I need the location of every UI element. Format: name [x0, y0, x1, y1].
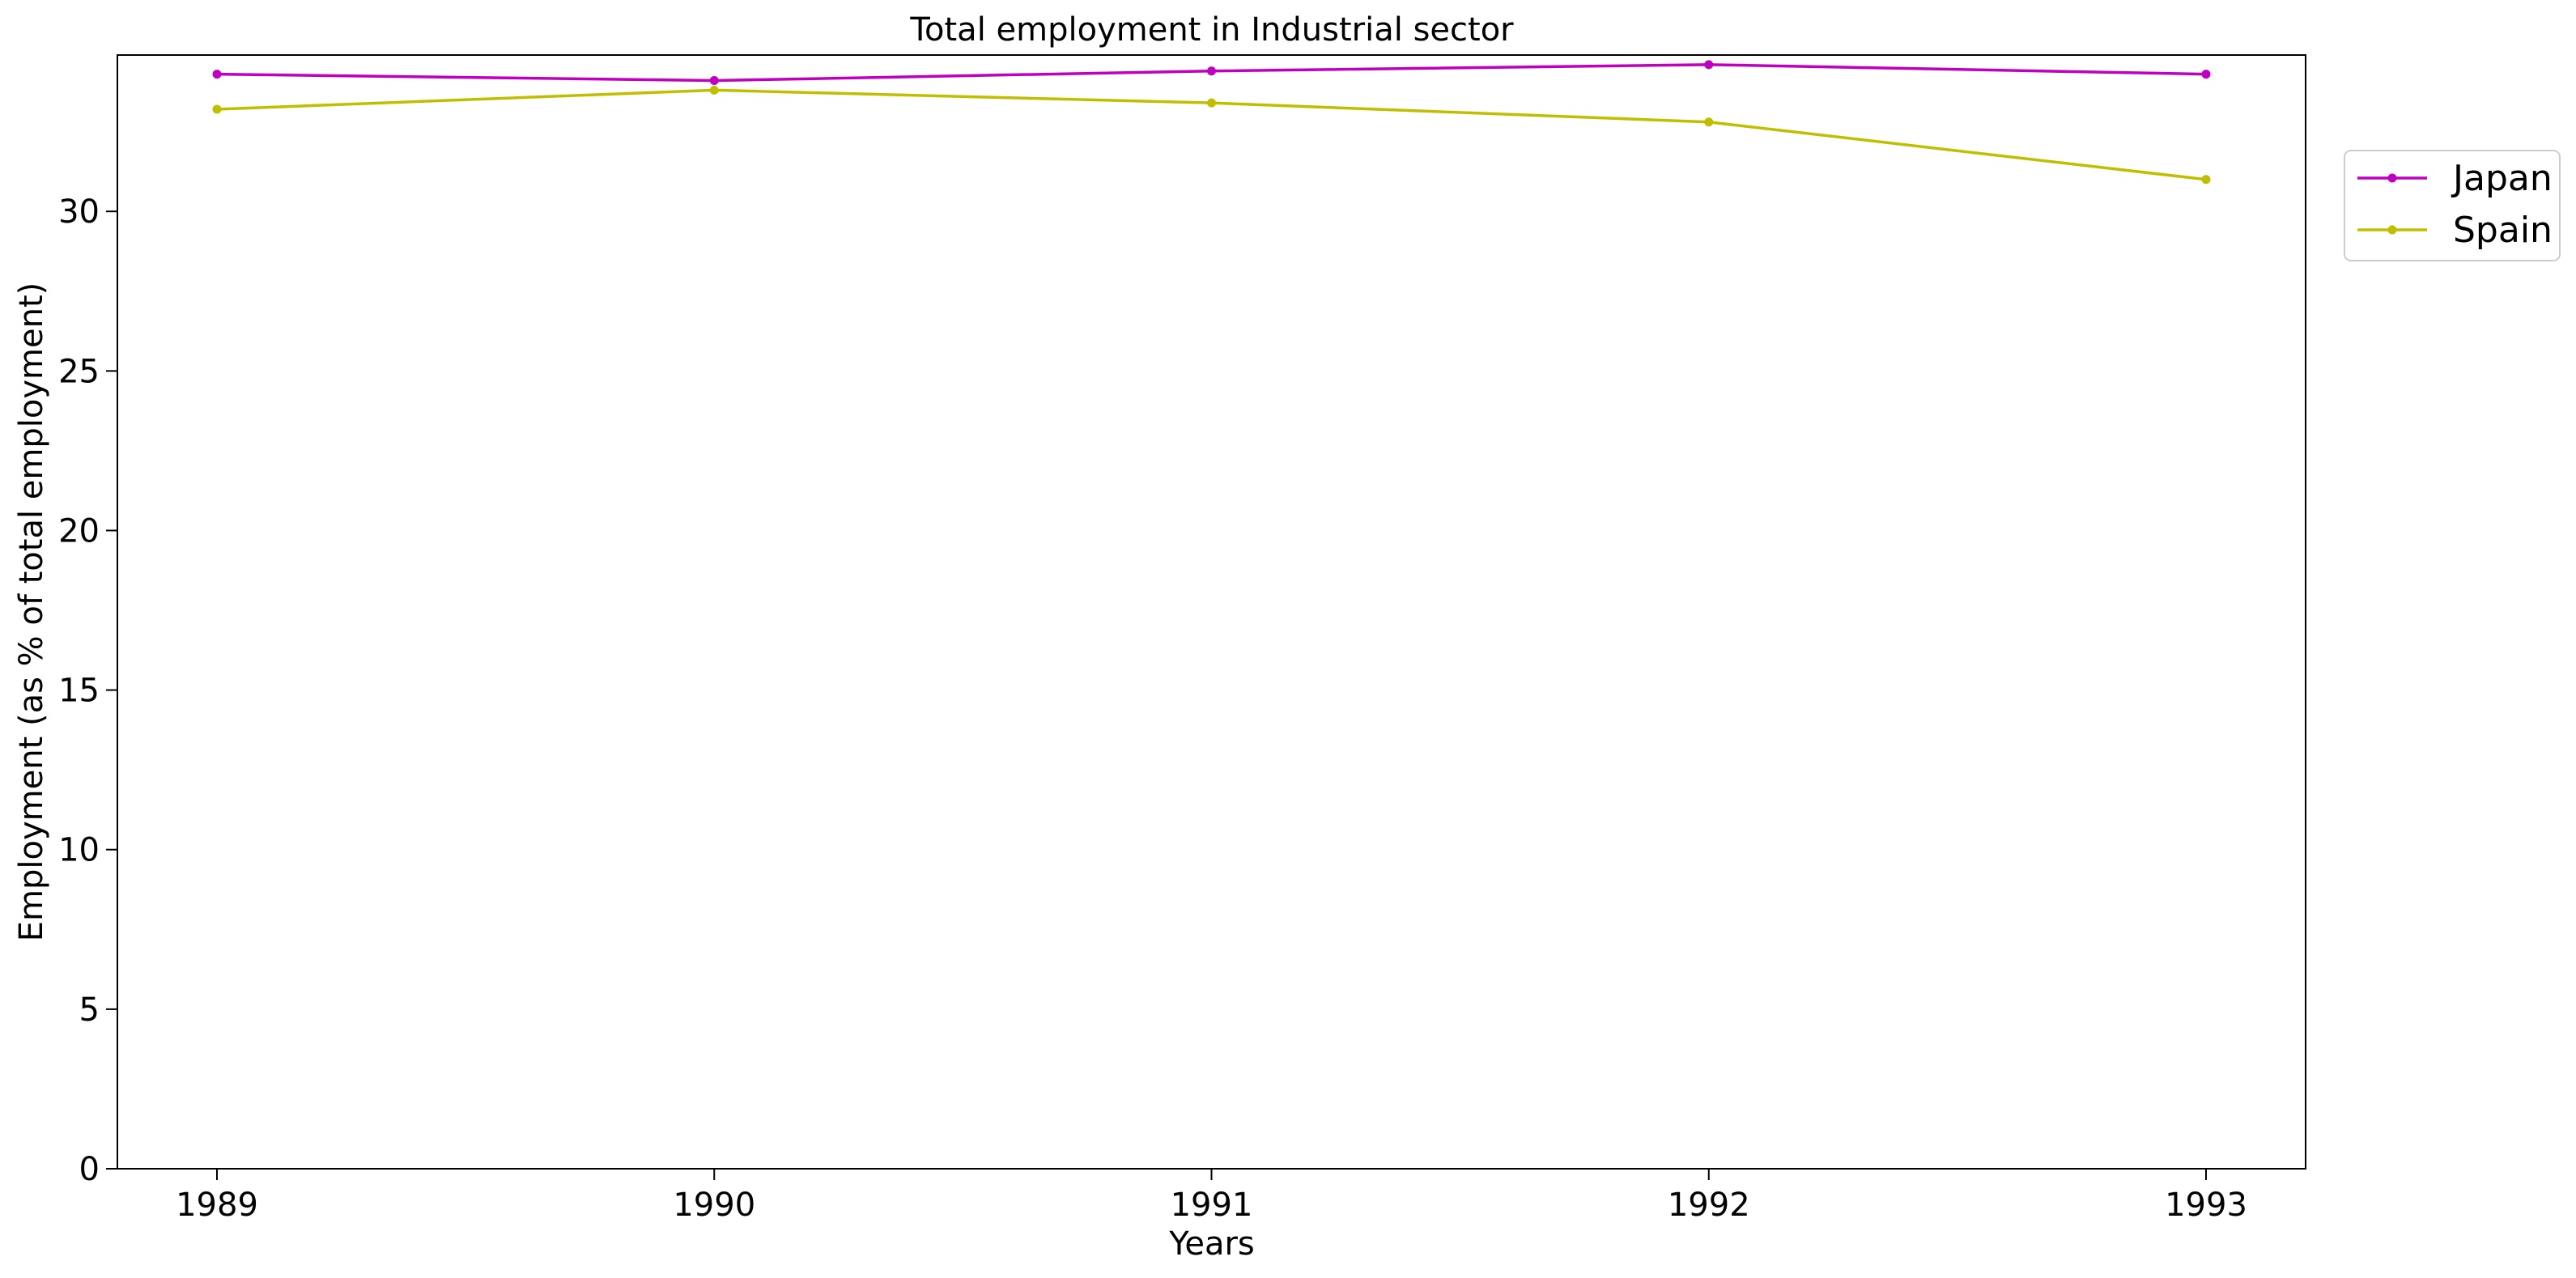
y-tick-label: 30	[58, 193, 100, 231]
data-point-japan	[1704, 60, 1714, 70]
x-tick-label: 1992	[1668, 1187, 1750, 1224]
legend-marker-japan	[2387, 173, 2397, 183]
data-point-japan	[709, 76, 719, 86]
series-layer	[212, 60, 2211, 185]
legend: Japan Spain	[2344, 150, 2561, 261]
x-tick-label: 1993	[2165, 1187, 2247, 1224]
plot-area	[117, 54, 2306, 1170]
data-point-spain	[709, 85, 719, 95]
data-point-spain	[2201, 175, 2211, 185]
y-axis: 0 5 10 15 20 25 30	[58, 193, 117, 1188]
chart-title: Total employment in Industrial sector	[909, 11, 1514, 49]
legend-label-spain: Spain	[2453, 210, 2553, 251]
legend-label-japan: Japan	[2451, 158, 2553, 199]
series-spain	[212, 85, 2211, 185]
y-tick-label: 15	[58, 673, 100, 710]
legend-marker-spain	[2387, 225, 2397, 235]
y-tick-label: 10	[58, 832, 100, 869]
data-point-japan	[1207, 66, 1216, 76]
data-point-spain	[1207, 98, 1216, 108]
x-tick-label: 1991	[1171, 1187, 1253, 1224]
legend-item-japan: Japan	[2357, 158, 2553, 199]
data-point-japan	[212, 70, 222, 79]
y-tick-label: 25	[58, 353, 100, 390]
data-point-spain	[212, 104, 222, 114]
data-point-japan	[2201, 70, 2211, 79]
x-axis: 1989 1990 1991 1992 1993	[176, 1169, 2247, 1224]
series-japan	[212, 60, 2211, 86]
data-point-spain	[1704, 117, 1714, 127]
legend-item-spain: Spain	[2357, 210, 2553, 251]
y-axis-label: Employment (as % of total employment)	[13, 282, 50, 942]
x-tick-label: 1989	[176, 1187, 258, 1224]
y-tick-label: 20	[58, 512, 100, 550]
x-tick-label: 1990	[673, 1187, 755, 1224]
x-axis-label: Years	[1168, 1225, 1255, 1263]
y-tick-label: 5	[79, 991, 100, 1029]
y-tick-label: 0	[79, 1151, 100, 1188]
